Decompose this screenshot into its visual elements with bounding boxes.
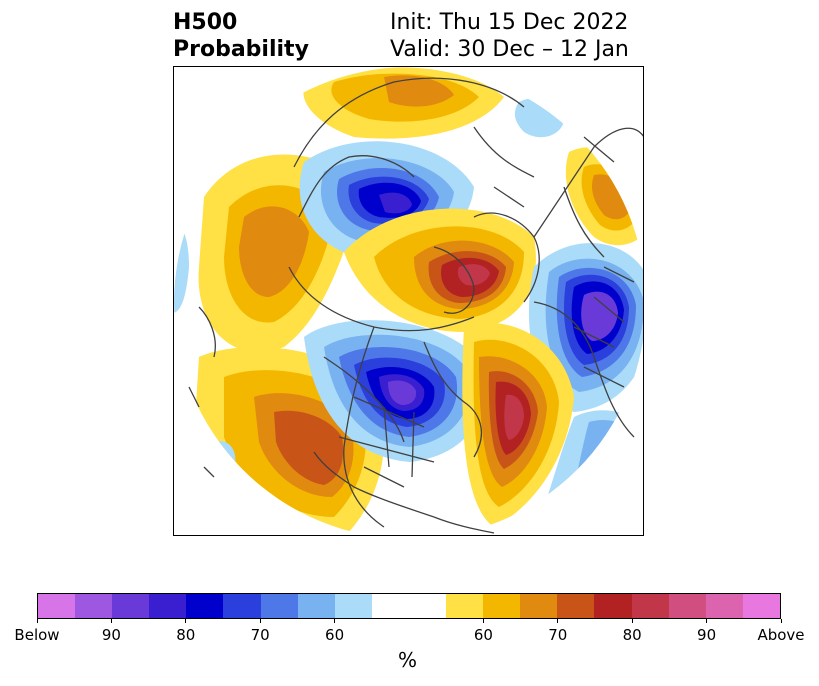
colorbar-segment: [742, 594, 780, 618]
anomaly-below-north-america: [304, 320, 486, 462]
anomaly-below-small-north: [514, 98, 564, 138]
colorbar-segment: [446, 594, 484, 618]
map-svg: [174, 67, 643, 535]
colorbar-tick-mark: [706, 619, 708, 623]
colorbar-tick-mark: [259, 619, 261, 623]
colorbar-tick-label: 90: [697, 626, 717, 644]
colorbar-tick-mark: [185, 619, 187, 623]
anomaly-above-northeast: [565, 147, 643, 246]
colorbar-unit-label: %: [398, 648, 418, 672]
colorbar-tick-label: 60: [325, 626, 345, 644]
map-title-right: Init: Thu 15 Dec 2022 Valid: 30 Dec – 12…: [390, 9, 629, 63]
colorbar-tick-label: 70: [548, 626, 568, 644]
colorbar-tick-mark: [36, 619, 38, 623]
map-title-left: H500 Probability: [173, 9, 309, 63]
anomaly-above-central: [344, 208, 536, 332]
anomaly-fields: [174, 67, 643, 535]
anomaly-above-north: [303, 67, 504, 139]
colorbar-segment: [297, 594, 335, 618]
colorbar-segment: [260, 594, 298, 618]
colorbar-segment: [38, 594, 76, 618]
colorbar-tick-label: 60: [473, 626, 493, 644]
colorbar-segment: [594, 594, 632, 618]
colorbar-segment: [223, 594, 261, 618]
colorbar: [37, 593, 781, 619]
colorbar-tick-mark: [110, 619, 112, 623]
valid-range: Valid: 30 Dec – 12 Jan: [390, 37, 629, 62]
colorbar-segment: [520, 594, 558, 618]
colorbar-segment: [705, 594, 743, 618]
colorbar-segment: [371, 594, 409, 618]
anomaly-above-atlantic: [462, 322, 574, 527]
colorbar-segment: [483, 594, 521, 618]
colorbar-tick-label: 80: [622, 626, 642, 644]
colorbar-tick-label: Above: [757, 626, 805, 644]
colorbar-tick-mark: [631, 619, 633, 623]
colorbar-tick-label: 90: [101, 626, 121, 644]
probability-map: [173, 66, 644, 536]
colorbar-segment: [408, 594, 447, 618]
colorbar-segment: [631, 594, 669, 618]
colorbar-tick-label: 80: [176, 626, 196, 644]
colorbar-tick-mark: [557, 619, 559, 623]
title-field-name: H500: [173, 10, 238, 35]
init-date: Init: Thu 15 Dec 2022: [390, 10, 629, 35]
colorbar-tick-mark: [482, 619, 484, 623]
colorbar-tick-mark: [334, 619, 336, 623]
colorbar-tick-label: Below: [14, 626, 60, 644]
colorbar-segment: [75, 594, 113, 618]
colorbar-segment: [186, 594, 224, 618]
colorbar-segment: [668, 594, 706, 618]
colorbar-segment: [557, 594, 595, 618]
colorbar-tick-mark: [780, 619, 782, 623]
colorbar-segment: [112, 594, 150, 618]
coastlines: [188, 77, 643, 534]
colorbar-segment: [334, 594, 372, 618]
colorbar-segment: [149, 594, 187, 618]
anomaly-below-west-edge: [174, 223, 189, 313]
title-field-type: Probability: [173, 37, 309, 62]
colorbar-tick-label: 70: [250, 626, 270, 644]
